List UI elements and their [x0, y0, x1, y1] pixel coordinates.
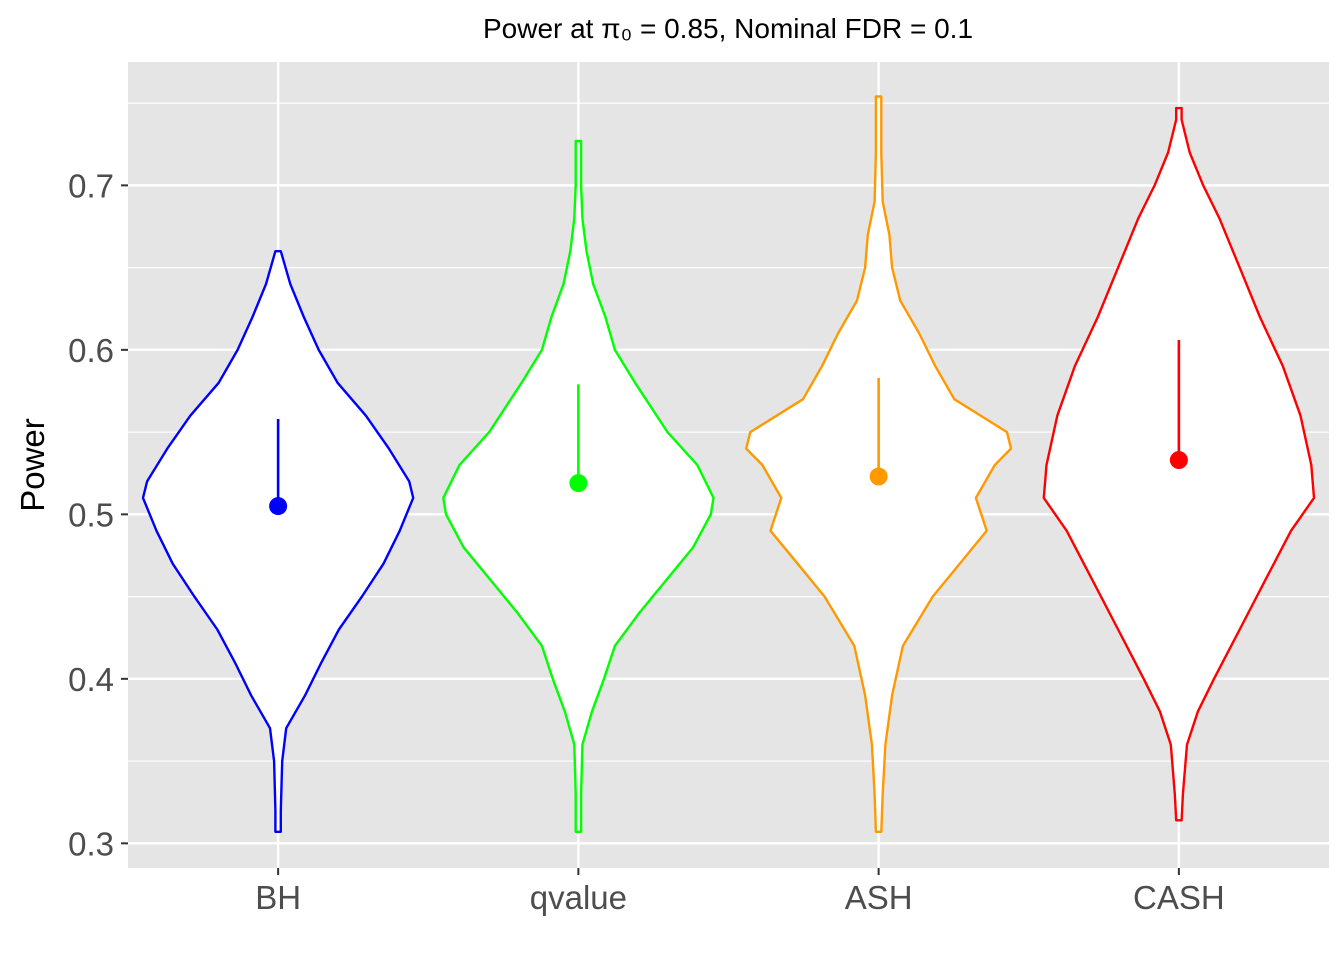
y-tick-label: 0.7	[68, 167, 114, 204]
y-tick-label: 0.4	[68, 661, 114, 698]
x-axis: BH qvalue ASH CASH	[255, 868, 1225, 916]
mean-point-qvalue	[569, 474, 588, 493]
x-tick-label: ASH	[845, 879, 913, 916]
y-tick-label: 0.6	[68, 332, 114, 369]
y-tick-label: 0.5	[68, 496, 114, 533]
violins	[141, 95, 1316, 833]
y-axis-label: Power	[14, 418, 51, 512]
x-tick-label: CASH	[1133, 879, 1225, 916]
mean-point-bh	[269, 497, 288, 516]
mean-point-cash	[1169, 451, 1188, 470]
y-tick-label: 0.3	[68, 825, 114, 862]
violin-bh	[141, 250, 415, 833]
mean-point-ash	[869, 467, 888, 486]
x-tick-label: BH	[255, 879, 301, 916]
chart-title: Power at π₀ = 0.85, Nominal FDR = 0.1	[483, 13, 973, 44]
y-axis: 0.3 0.4 0.5 0.6 0.7	[68, 167, 128, 862]
x-tick-label: qvalue	[530, 879, 627, 916]
